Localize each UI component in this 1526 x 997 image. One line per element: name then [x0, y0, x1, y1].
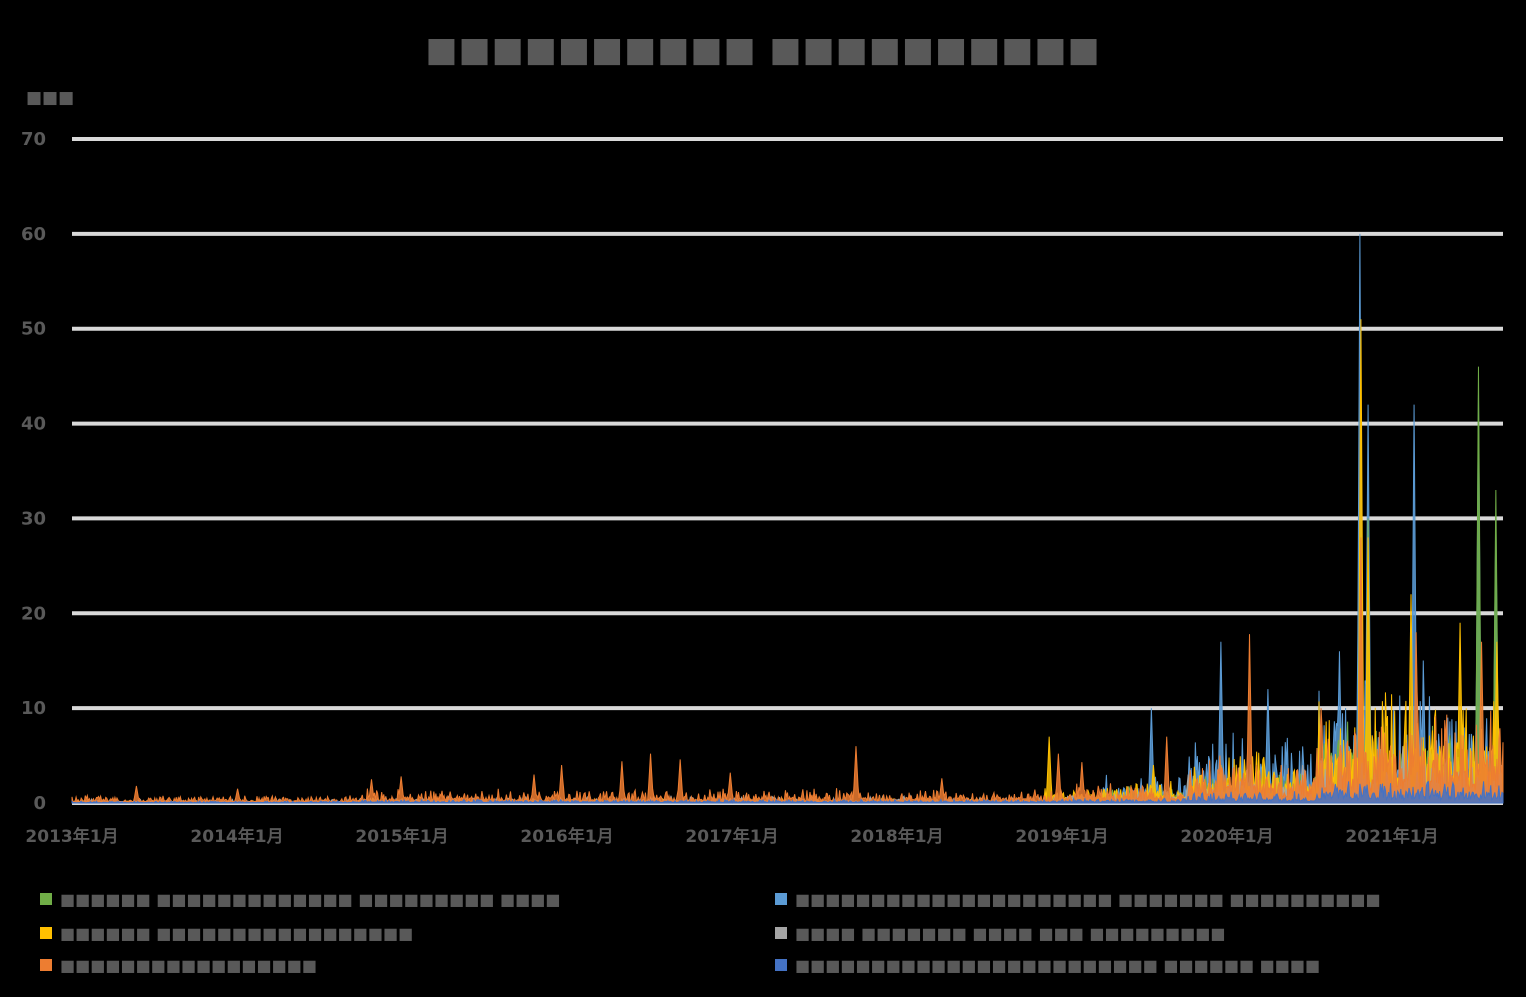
y-axis-unit-label: ■■■ — [26, 88, 75, 108]
legend-swatch-1 — [40, 893, 52, 905]
legend-label-6: ■■■■■■■■■■■■■■■■■■■■■■■■ ■■■■■■ ■■■■ — [795, 955, 1321, 975]
y-tick-label: 40 — [21, 414, 46, 435]
x-tick-label: 2015年1月 — [355, 826, 448, 847]
y-tick-label: 70 — [21, 129, 46, 150]
legend-label-3: ■■■■■■ ■■■■■■■■■■■■■■■■■ — [60, 923, 414, 943]
legend-item-series-5[interactable]: ■■■■■■■■■■■■■■■■■ — [40, 950, 730, 980]
series-area-3 — [71, 319, 1504, 805]
legend-swatch-2 — [775, 893, 787, 905]
chart-title: ■■■■■■■■■■ ■■■■■■■■■■ — [425, 30, 1101, 70]
legend-label-2: ■■■■■■■■■■■■■■■■■■■■■ ■■■■■■■ ■■■■■■■■■■ — [795, 889, 1381, 909]
legend-swatch-5 — [40, 959, 52, 971]
x-tick-label: 2014年1月 — [190, 826, 283, 847]
y-tick-label: 10 — [21, 698, 46, 719]
series-area-1 — [71, 366, 1504, 804]
x-tick-label: 2019年1月 — [1015, 826, 1108, 847]
legend-label-4: ■■■■ ■■■■■■■ ■■■■ ■■■ ■■■■■■■■■ — [795, 923, 1226, 943]
legend-swatch-4 — [775, 927, 787, 939]
legend: ■■■■■■ ■■■■■■■■■■■■■ ■■■■■■■■■ ■■■■ ■■■■… — [40, 880, 1510, 990]
legend-swatch-6 — [775, 959, 787, 971]
x-tick-label: 2020年1月 — [1180, 826, 1273, 847]
series-areas — [71, 233, 1504, 805]
x-tick-label: 2016年1月 — [520, 826, 613, 847]
legend-label-1: ■■■■■■ ■■■■■■■■■■■■■ ■■■■■■■■■ ■■■■ — [60, 889, 561, 909]
x-tick-label: 2017年1月 — [685, 826, 778, 847]
y-tick-label: 30 — [21, 508, 46, 529]
legend-item-series-1[interactable]: ■■■■■■ ■■■■■■■■■■■■■ ■■■■■■■■■ ■■■■ — [40, 884, 730, 914]
legend-item-series-4[interactable]: ■■■■ ■■■■■■■ ■■■■ ■■■ ■■■■■■■■■ — [775, 918, 1510, 948]
x-tick-label: 2013年1月 — [25, 826, 118, 847]
x-axis-ticks: 2013年1月 2014年1月 2015年1月 2016年1月 2017年1月 2018年… — [25, 826, 1438, 847]
legend-item-series-6[interactable]: ■■■■■■■■■■■■■■■■■■■■■■■■ ■■■■■■ ■■■■ — [775, 950, 1510, 980]
legend-label-5: ■■■■■■■■■■■■■■■■■ — [60, 955, 317, 975]
x-tick-label: 2018年1月 — [850, 826, 943, 847]
legend-swatch-3 — [40, 927, 52, 939]
y-axis-ticks: 0 10 20 30 40 50 60 70 — [21, 129, 46, 814]
y-tick-label: 0 — [33, 793, 46, 814]
series-area-6 — [71, 780, 1504, 804]
legend-item-series-2[interactable]: ■■■■■■■■■■■■■■■■■■■■■ ■■■■■■■ ■■■■■■■■■■ — [775, 884, 1510, 914]
y-tick-label: 50 — [21, 319, 46, 340]
gridlines — [72, 137, 1503, 805]
legend-item-series-3[interactable]: ■■■■■■ ■■■■■■■■■■■■■■■■■ — [40, 918, 730, 948]
y-tick-label: 20 — [21, 603, 46, 624]
x-tick-label: 2021年1月 — [1345, 826, 1438, 847]
y-tick-label: 60 — [21, 224, 46, 245]
